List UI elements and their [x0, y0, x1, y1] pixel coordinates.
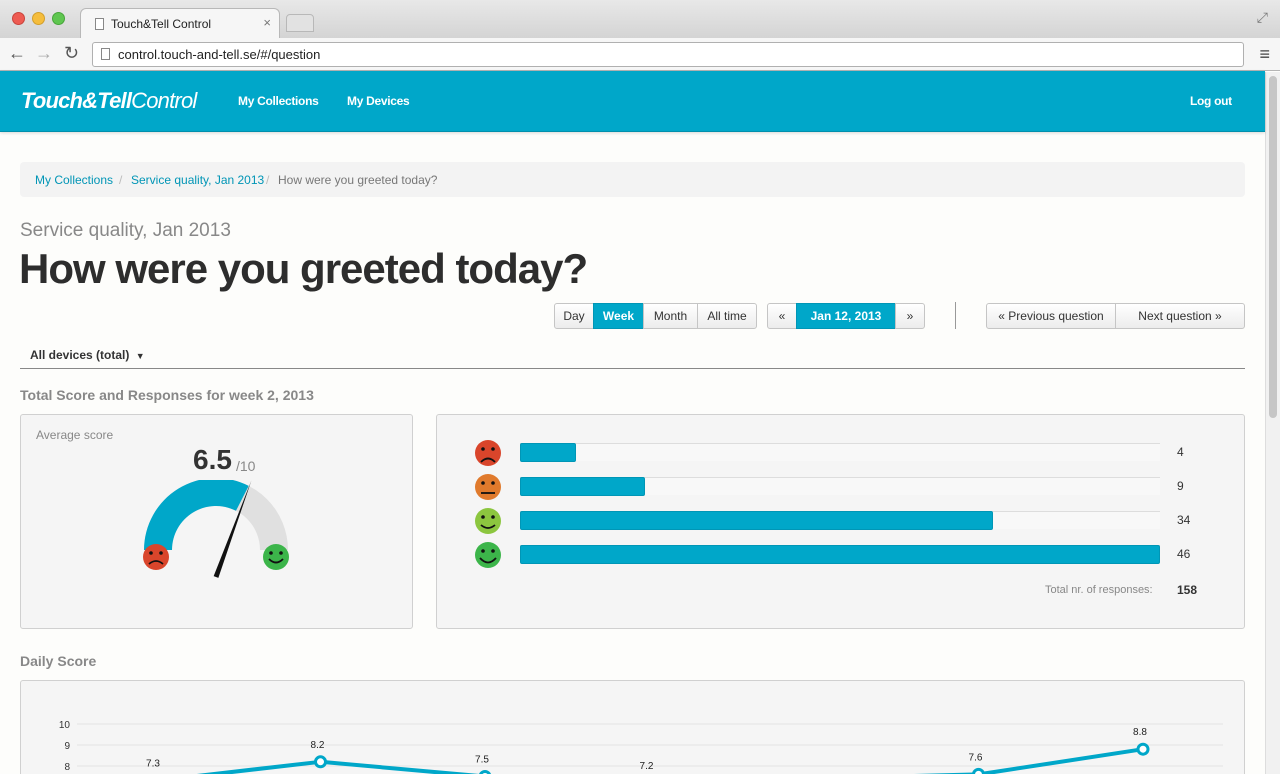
response-bar[interactable]	[520, 511, 994, 530]
response-count: 4	[1177, 445, 1184, 459]
address-bar[interactable]: control.touch-and-tell.se/#/question	[92, 42, 1244, 67]
scrollbar[interactable]	[1265, 72, 1280, 774]
response-bar[interactable]	[520, 443, 576, 462]
data-point[interactable]	[1136, 742, 1150, 756]
breadcrumb-separator: /	[266, 173, 270, 187]
y-tick-label: 9	[64, 741, 70, 752]
happy-face-icon	[475, 508, 501, 534]
address-text[interactable]: control.touch-and-tell.se/#/question	[118, 47, 321, 62]
logout-link[interactable]: Log out	[1190, 94, 1232, 108]
collection-subtitle: Service quality, Jan 2013	[20, 220, 231, 241]
browser-tab[interactable]: Touch&Tell Control ×	[80, 8, 280, 38]
date-current-button[interactable]: Jan 12, 2013	[796, 303, 896, 329]
unhappy-face-icon	[475, 474, 501, 500]
data-label: 7.6	[969, 752, 983, 763]
average-score-label: Average score	[36, 428, 114, 442]
menu-icon[interactable]: ≡	[1259, 44, 1270, 64]
date-prev-button[interactable]: «	[767, 303, 797, 329]
minimize-window-button[interactable]	[32, 12, 45, 25]
very-happy-face-icon	[475, 542, 501, 568]
daily-score-chart: 10 9 8 7.3 8.2 7.5 7.2 7.6 8.8	[59, 720, 1223, 774]
tab-close-icon[interactable]: ×	[263, 15, 271, 30]
caret-down-icon: ▼	[135, 351, 145, 361]
daily-score-line	[196, 747, 1144, 774]
response-count: 9	[1177, 479, 1184, 493]
data-label: 8.8	[1133, 727, 1147, 738]
page-title: How were you greeted today?	[19, 245, 588, 292]
data-label: 7.5	[475, 755, 489, 766]
nav-my-collections[interactable]: My Collections	[238, 94, 319, 108]
app-navbar: Touch&TellControl My Collections My Devi…	[0, 71, 1265, 132]
forward-arrow-icon[interactable]: →	[35, 43, 53, 63]
y-tick-label: 8	[64, 762, 70, 773]
nav-my-devices[interactable]: My Devices	[347, 94, 410, 108]
breadcrumb-current: How were you greeted today?	[278, 173, 438, 187]
breadcrumb-separator: /	[119, 173, 123, 187]
zoom-window-button[interactable]	[52, 12, 65, 25]
new-tab-button[interactable]	[286, 14, 314, 32]
breadcrumb-collection[interactable]: Service quality, Jan 2013	[131, 173, 265, 187]
back-arrow-icon[interactable]: ←	[8, 43, 26, 63]
average-score-panel	[20, 414, 413, 629]
y-tick-label: 10	[59, 720, 71, 731]
page-icon	[101, 48, 110, 60]
gauge-needle	[213, 480, 252, 578]
divider	[955, 302, 956, 329]
previous-question-button[interactable]: « Previous question	[986, 303, 1116, 329]
gauge-fill	[144, 480, 249, 550]
period-week-button[interactable]: Week	[593, 303, 644, 329]
period-month-button[interactable]: Month	[643, 303, 698, 329]
reload-icon[interactable]: ↻	[64, 43, 80, 63]
summary-section-title: Total Score and Responses for week 2, 20…	[20, 387, 314, 403]
very-unhappy-face-icon	[475, 440, 501, 466]
tab-title: Touch&Tell Control	[111, 17, 212, 31]
data-label: 7.2	[640, 761, 654, 772]
fullscreen-icon[interactable]: ⤢	[1256, 9, 1268, 25]
total-responses-label: Total nr. of responses:	[1045, 584, 1153, 596]
data-point[interactable]	[972, 767, 985, 774]
close-window-button[interactable]	[12, 12, 25, 25]
next-question-button[interactable]: Next question »	[1115, 303, 1245, 329]
device-dropdown[interactable]: All devices (total) ▼	[30, 348, 145, 362]
average-score-value: 6.5	[193, 444, 232, 475]
response-bar[interactable]	[520, 477, 646, 496]
total-responses-value: 158	[1177, 583, 1198, 597]
data-point[interactable]	[314, 755, 327, 769]
divider	[20, 368, 1245, 369]
response-bar-track	[520, 443, 1160, 461]
daily-score-panel: 10 9 8 7.3 8.2 7.5 7.2 7.6 8.8	[20, 680, 1245, 774]
sad-face-icon	[143, 544, 169, 570]
browser-tabbar: Touch&Tell Control × ⤢	[0, 0, 1280, 38]
breadcrumb-my-collections[interactable]: My Collections	[35, 173, 114, 187]
response-count: 34	[1177, 513, 1191, 527]
data-label: 8.2	[311, 740, 325, 751]
data-label: 7.3	[146, 759, 160, 770]
response-bar[interactable]	[520, 545, 1160, 564]
breadcrumb: My Collections / Service quality, Jan 20…	[20, 162, 1245, 197]
document-icon	[95, 18, 104, 30]
device-dropdown-label: All devices (total)	[30, 348, 130, 362]
browser-toolbar: ← → ↻ control.touch-and-tell.se/#/questi…	[0, 38, 1280, 71]
date-next-button[interactable]: »	[895, 303, 925, 329]
brand-logo[interactable]: Touch&TellControl	[21, 88, 197, 113]
score-gauge	[143, 480, 289, 578]
response-count: 46	[1177, 547, 1191, 561]
period-alltime-button[interactable]: All time	[697, 303, 757, 329]
daily-section-title: Daily Score	[20, 653, 97, 669]
scrollbar-thumb[interactable]	[1269, 76, 1277, 418]
happy-face-icon	[263, 544, 289, 570]
period-day-button[interactable]: Day	[554, 303, 594, 329]
response-bar-track	[520, 477, 1160, 495]
data-point[interactable]	[479, 770, 491, 774]
average-score-max: /10	[236, 458, 256, 474]
